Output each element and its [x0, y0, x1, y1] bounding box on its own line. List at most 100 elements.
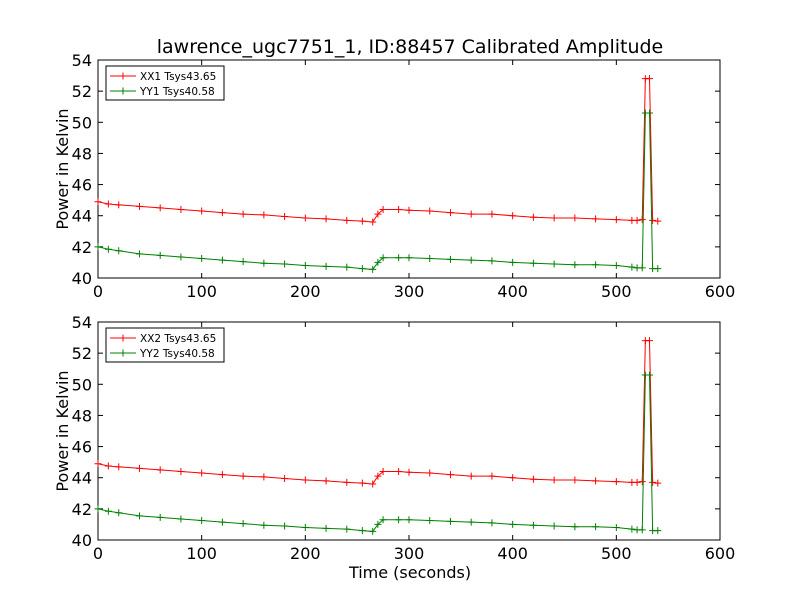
data-point — [646, 75, 654, 83]
data-point — [374, 210, 382, 218]
x-tick-label: 500 — [601, 282, 632, 301]
data-point — [592, 261, 600, 269]
data-point — [260, 521, 268, 529]
data-point — [405, 206, 413, 214]
data-point — [239, 472, 247, 480]
data-point — [379, 254, 387, 262]
x-tick-label: 200 — [290, 282, 321, 301]
data-point — [218, 471, 226, 479]
data-point — [301, 524, 309, 532]
series-xx — [94, 337, 662, 488]
data-point — [369, 527, 377, 535]
data-point — [115, 509, 123, 517]
y-tick-label: 46 — [72, 438, 92, 457]
data-point — [135, 250, 143, 258]
data-point — [571, 476, 579, 484]
data-point — [395, 516, 403, 524]
data-point — [343, 216, 351, 224]
y-tick-label: 40 — [72, 269, 92, 288]
data-point — [654, 265, 662, 273]
data-point — [395, 467, 403, 475]
data-point — [135, 512, 143, 520]
data-point — [395, 205, 403, 213]
data-point — [612, 524, 620, 532]
data-point — [369, 265, 377, 273]
data-point — [467, 210, 475, 218]
data-point — [509, 474, 517, 482]
subplot-panels: 0 100 200 300 400 500 6004042444648505254Power… — [53, 51, 735, 563]
data-point — [612, 216, 620, 224]
y-tick-label: 44 — [72, 207, 92, 226]
data-point — [509, 212, 517, 220]
y-tick-label: 52 — [72, 344, 92, 363]
data-point — [301, 262, 309, 270]
data-point — [94, 198, 102, 206]
data-point — [571, 214, 579, 222]
legend-entry: YY2 Tsys40.58 — [139, 348, 215, 360]
x-tick-label: 500 — [601, 544, 632, 563]
data-point — [405, 468, 413, 476]
data-point — [260, 473, 268, 481]
data-point — [654, 479, 662, 487]
data-point — [281, 212, 289, 220]
data-point — [638, 526, 646, 534]
y-tick-label: 48 — [72, 406, 92, 425]
data-point — [374, 520, 382, 528]
data-point — [343, 478, 351, 486]
legend-box — [105, 65, 225, 101]
data-point — [322, 477, 330, 485]
data-point — [104, 200, 112, 208]
legend-entry: XX1 Tsys43.65 — [140, 71, 216, 83]
data-point — [358, 527, 366, 535]
data-point — [550, 214, 558, 222]
data-point — [94, 460, 102, 468]
y-axis-label: Power in Kelvin — [53, 370, 72, 491]
data-point — [426, 517, 434, 525]
x-tick-label: 400 — [497, 282, 528, 301]
series-xx — [94, 75, 662, 226]
data-point — [550, 476, 558, 484]
data-point — [198, 517, 206, 525]
x-tick-label: 200 — [290, 544, 321, 563]
data-point — [281, 260, 289, 268]
data-point — [177, 253, 185, 261]
x-axis-label: Time (seconds) — [348, 563, 471, 582]
data-point — [104, 507, 112, 515]
data-point — [446, 471, 454, 479]
data-point — [115, 201, 123, 209]
data-point — [550, 260, 558, 268]
data-point — [374, 472, 382, 480]
data-point — [529, 521, 537, 529]
data-point — [446, 255, 454, 263]
x-tick-label: 100 — [186, 282, 217, 301]
data-point — [612, 478, 620, 486]
data-point — [379, 467, 387, 475]
data-point — [405, 516, 413, 524]
data-point — [198, 207, 206, 215]
data-point — [426, 469, 434, 477]
data-point — [115, 463, 123, 471]
y-tick-label: 40 — [72, 531, 92, 550]
data-point — [467, 518, 475, 526]
data-point — [301, 214, 309, 222]
legend-box — [105, 327, 225, 363]
data-point — [358, 265, 366, 273]
data-point — [177, 467, 185, 475]
data-point — [281, 474, 289, 482]
data-point — [633, 478, 641, 486]
y-tick-label: 52 — [72, 82, 92, 101]
data-point — [426, 207, 434, 215]
data-point — [638, 216, 646, 224]
y-axis-label: Power in Kelvin — [53, 108, 72, 229]
x-tick-label: 100 — [186, 544, 217, 563]
x-tick-label: 400 — [497, 544, 528, 563]
data-point — [239, 210, 247, 218]
data-point — [322, 262, 330, 270]
legend-marker — [119, 72, 127, 80]
data-point — [488, 519, 496, 527]
data-point — [94, 505, 102, 513]
y-tick-label: 50 — [72, 375, 92, 394]
x-tick-label: 600 — [705, 544, 736, 563]
y-tick-label: 54 — [72, 313, 92, 332]
data-point — [649, 216, 657, 224]
